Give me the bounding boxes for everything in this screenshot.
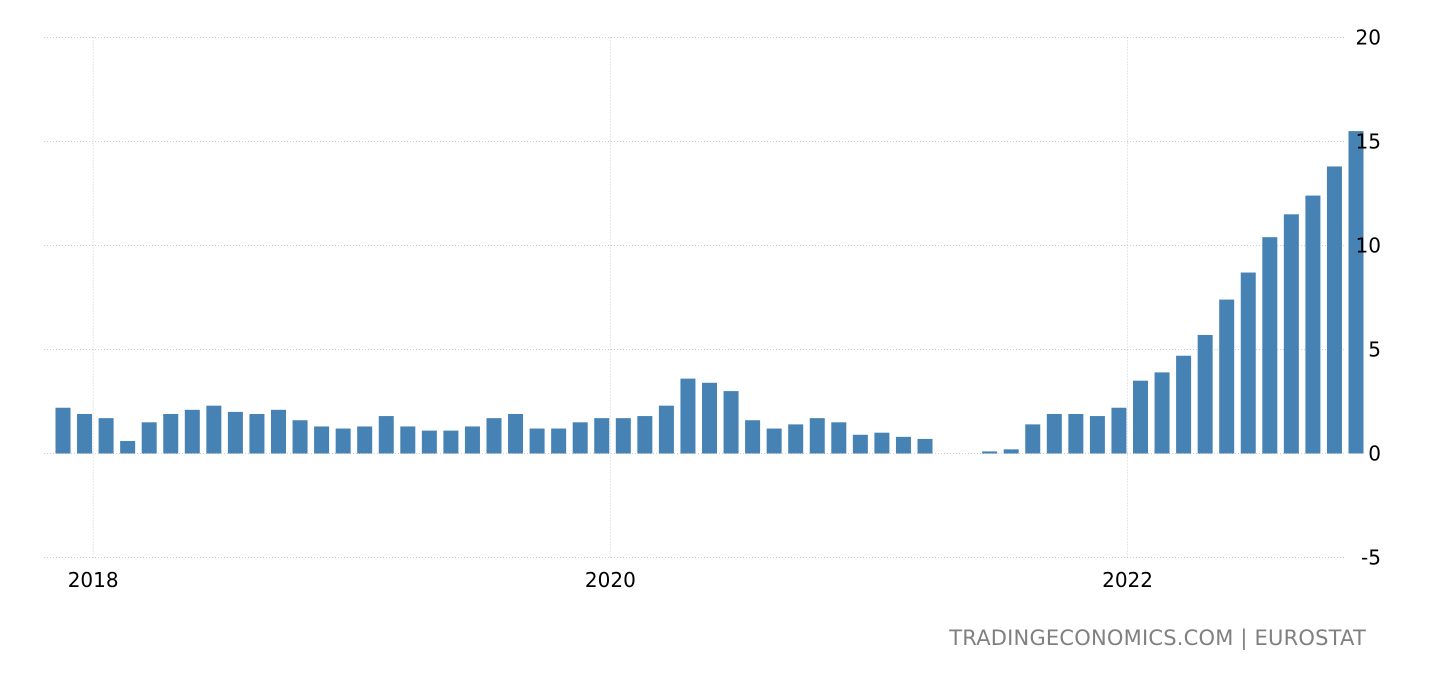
y-tick-label: 0 bbox=[1368, 442, 1381, 466]
bar-2022-02 bbox=[1133, 380, 1148, 454]
bar-2021-11 bbox=[1068, 413, 1084, 454]
bar-2021-07 bbox=[982, 451, 998, 454]
bar-2019-03 bbox=[378, 416, 394, 454]
bar-2018-11 bbox=[292, 420, 308, 454]
bar-2019-01 bbox=[335, 428, 351, 454]
bar-series bbox=[55, 131, 1364, 454]
y-tick-label: 20 bbox=[1356, 26, 1381, 50]
bar-2022-12 bbox=[1348, 131, 1364, 454]
bar-2018-01 bbox=[77, 413, 93, 454]
y-axis: 20 15 10 5 0 -5 bbox=[1356, 26, 1381, 570]
bar-2018-03 bbox=[120, 441, 136, 454]
bar-2020-11 bbox=[809, 418, 825, 454]
bar-2020-07 bbox=[723, 391, 739, 454]
y-tick-label: 10 bbox=[1356, 234, 1381, 258]
bar-2021-02 bbox=[874, 432, 890, 454]
bar-2019-05 bbox=[421, 430, 437, 454]
bar-2022-08 bbox=[1262, 237, 1278, 454]
grid-lines bbox=[44, 37, 1346, 558]
bar-2022-06 bbox=[1219, 299, 1235, 454]
bar-2018-07 bbox=[206, 405, 222, 454]
x-tick-label: 2020 bbox=[585, 568, 636, 592]
bar-2019-08 bbox=[486, 418, 502, 454]
bar-2019-10 bbox=[529, 428, 545, 454]
source-credit: TRADINGECONOMICS.COM | EUROSTAT bbox=[949, 626, 1366, 650]
bar-2019-09 bbox=[508, 413, 524, 454]
y-tick-label: -5 bbox=[1361, 546, 1381, 570]
y-tick-label: 5 bbox=[1368, 338, 1381, 362]
bar-2018-10 bbox=[271, 409, 286, 454]
bar-2017-12 bbox=[55, 407, 71, 454]
bar-2018-09 bbox=[249, 413, 265, 454]
bar-2020-08 bbox=[745, 420, 761, 454]
bar-2022-03 bbox=[1154, 372, 1170, 454]
bar-2020-04 bbox=[658, 405, 674, 454]
bar-chart: 20 15 10 5 0 -5 2018 2020 2022 bbox=[44, 26, 1381, 592]
x-tick-label: 2022 bbox=[1102, 568, 1153, 592]
bar-2018-06 bbox=[184, 409, 200, 454]
bar-2019-07 bbox=[464, 426, 480, 454]
bar-2021-10 bbox=[1046, 413, 1062, 454]
bar-2021-08 bbox=[1003, 449, 1019, 454]
bar-2021-09 bbox=[1025, 424, 1041, 454]
bar-2020-03 bbox=[637, 416, 653, 454]
bar-2021-01 bbox=[852, 434, 868, 454]
bar-2019-04 bbox=[400, 426, 416, 454]
bar-2018-08 bbox=[227, 411, 243, 454]
bar-2022-01 bbox=[1111, 407, 1127, 454]
bar-2022-04 bbox=[1176, 355, 1192, 454]
bar-2020-10 bbox=[788, 424, 804, 454]
bar-2020-05 bbox=[680, 378, 696, 454]
y-tick-label: 15 bbox=[1356, 130, 1381, 154]
bar-2018-12 bbox=[314, 426, 330, 454]
bar-2022-05 bbox=[1197, 334, 1213, 454]
bar-2022-07 bbox=[1240, 272, 1256, 454]
bar-2022-09 bbox=[1283, 214, 1299, 454]
bar-2018-04 bbox=[141, 422, 157, 454]
bar-2020-09 bbox=[766, 428, 782, 454]
bar-2021-03 bbox=[895, 436, 911, 454]
bar-2020-12 bbox=[831, 422, 847, 454]
bar-2018-02 bbox=[98, 418, 114, 454]
bar-2022-11 bbox=[1326, 166, 1342, 454]
bar-2020-06 bbox=[702, 382, 717, 454]
x-axis: 2018 2020 2022 bbox=[68, 568, 1153, 592]
bar-2020-02 bbox=[615, 418, 631, 454]
bar-2021-12 bbox=[1089, 416, 1105, 454]
bar-2019-02 bbox=[357, 426, 373, 454]
bar-2019-06 bbox=[443, 430, 459, 454]
bar-2019-12 bbox=[572, 422, 588, 454]
x-tick-label: 2018 bbox=[68, 568, 119, 592]
bar-2018-05 bbox=[163, 413, 179, 454]
bar-2022-10 bbox=[1305, 195, 1321, 454]
bar-2019-11 bbox=[551, 428, 567, 454]
bar-2021-04 bbox=[917, 438, 933, 454]
bar-2020-01 bbox=[594, 418, 610, 454]
